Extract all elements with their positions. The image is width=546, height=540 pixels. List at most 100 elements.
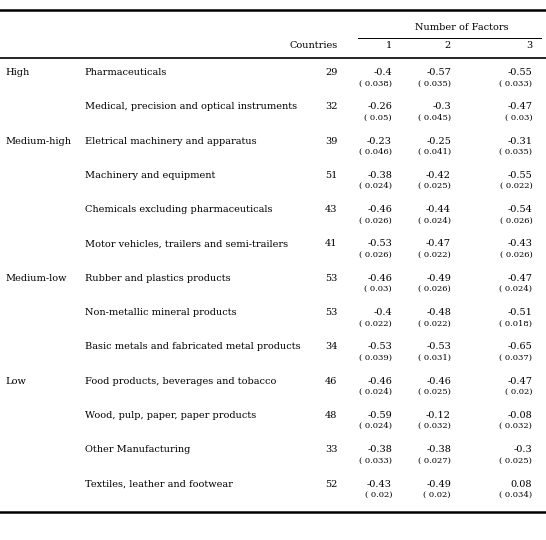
Text: -0.55: -0.55 [508, 171, 532, 180]
Text: ( 0.035): ( 0.035) [418, 79, 451, 87]
Text: ( 0.039): ( 0.039) [359, 354, 392, 362]
Text: -0.46: -0.46 [426, 377, 451, 386]
Text: ( 0.022): ( 0.022) [500, 183, 532, 190]
Text: ( 0.024): ( 0.024) [500, 285, 532, 293]
Text: 34: 34 [325, 342, 337, 352]
Text: -0.47: -0.47 [507, 102, 532, 111]
Text: -0.54: -0.54 [507, 205, 532, 214]
Text: ( 0.024): ( 0.024) [359, 183, 392, 190]
Text: ( 0.026): ( 0.026) [359, 251, 392, 259]
Text: ( 0.032): ( 0.032) [418, 422, 451, 430]
Text: Machinery and equipment: Machinery and equipment [85, 171, 215, 180]
Text: Rubber and plastics products: Rubber and plastics products [85, 274, 230, 283]
Text: -0.08: -0.08 [508, 411, 532, 420]
Text: ( 0.037): ( 0.037) [500, 354, 532, 362]
Text: Non-metallic mineral products: Non-metallic mineral products [85, 308, 236, 317]
Text: Medical, precision and optical instruments: Medical, precision and optical instrumen… [85, 102, 297, 111]
Text: -0.49: -0.49 [426, 274, 451, 283]
Text: -0.12: -0.12 [426, 411, 451, 420]
Text: ( 0.025): ( 0.025) [418, 388, 451, 396]
Text: -0.42: -0.42 [426, 171, 451, 180]
Text: 43: 43 [325, 205, 337, 214]
Text: 53: 53 [325, 308, 337, 317]
Text: ( 0.026): ( 0.026) [418, 285, 451, 293]
Text: -0.46: -0.46 [367, 377, 392, 386]
Text: 52: 52 [325, 480, 337, 489]
Text: ( 0.038): ( 0.038) [359, 79, 392, 87]
Text: Motor vehicles, trailers and semi-trailers: Motor vehicles, trailers and semi-traile… [85, 240, 288, 248]
Text: 1: 1 [386, 41, 392, 50]
Text: -0.38: -0.38 [367, 171, 392, 180]
Text: ( 0.024): ( 0.024) [418, 217, 451, 225]
Text: -0.47: -0.47 [426, 240, 451, 248]
Text: Pharmaceuticals: Pharmaceuticals [85, 68, 167, 77]
Text: -0.51: -0.51 [507, 308, 532, 317]
Text: -0.26: -0.26 [367, 102, 392, 111]
Text: 48: 48 [325, 411, 337, 420]
Text: -0.57: -0.57 [426, 68, 451, 77]
Text: ( 0.05): ( 0.05) [364, 114, 392, 122]
Text: 2: 2 [445, 41, 451, 50]
Text: ( 0.033): ( 0.033) [500, 79, 532, 87]
Text: Low: Low [5, 377, 26, 386]
Text: -0.53: -0.53 [426, 342, 451, 352]
Text: -0.53: -0.53 [367, 342, 392, 352]
Text: -0.23: -0.23 [367, 137, 392, 146]
Text: 29: 29 [325, 68, 337, 77]
Text: Wood, pulp, paper, paper products: Wood, pulp, paper, paper products [85, 411, 256, 420]
Text: -0.65: -0.65 [508, 342, 532, 352]
Text: -0.4: -0.4 [373, 308, 392, 317]
Text: 51: 51 [325, 171, 337, 180]
Text: ( 0.02): ( 0.02) [505, 388, 532, 396]
Text: -0.55: -0.55 [508, 68, 532, 77]
Text: 41: 41 [325, 240, 337, 248]
Text: -0.31: -0.31 [507, 137, 532, 146]
Text: ( 0.03): ( 0.03) [505, 114, 532, 122]
Text: -0.38: -0.38 [426, 445, 451, 454]
Text: ( 0.022): ( 0.022) [359, 320, 392, 327]
Text: Textiles, leather and footwear: Textiles, leather and footwear [85, 480, 233, 489]
Text: ( 0.046): ( 0.046) [359, 148, 392, 156]
Text: ( 0.032): ( 0.032) [500, 422, 532, 430]
Text: ( 0.027): ( 0.027) [418, 457, 451, 464]
Text: -0.25: -0.25 [426, 137, 451, 146]
Text: ( 0.035): ( 0.035) [500, 148, 532, 156]
Text: ( 0.034): ( 0.034) [499, 491, 532, 499]
Text: ( 0.022): ( 0.022) [418, 320, 451, 327]
Text: 0.08: 0.08 [511, 480, 532, 489]
Text: ( 0.022): ( 0.022) [418, 251, 451, 259]
Text: 39: 39 [325, 137, 337, 146]
Text: ( 0.02): ( 0.02) [424, 491, 451, 499]
Text: ( 0.026): ( 0.026) [500, 251, 532, 259]
Text: Other Manufacturing: Other Manufacturing [85, 445, 190, 454]
Text: High: High [5, 68, 29, 77]
Text: Medium-low: Medium-low [5, 274, 67, 283]
Text: -0.46: -0.46 [367, 205, 392, 214]
Text: ( 0.045): ( 0.045) [418, 114, 451, 122]
Text: ( 0.024): ( 0.024) [359, 388, 392, 396]
Text: ( 0.026): ( 0.026) [500, 217, 532, 225]
Text: -0.59: -0.59 [367, 411, 392, 420]
Text: -0.47: -0.47 [507, 274, 532, 283]
Text: -0.44: -0.44 [426, 205, 451, 214]
Text: -0.3: -0.3 [514, 445, 532, 454]
Text: ( 0.026): ( 0.026) [359, 217, 392, 225]
Text: ( 0.025): ( 0.025) [500, 457, 532, 464]
Text: ( 0.03): ( 0.03) [364, 285, 392, 293]
Text: 53: 53 [325, 274, 337, 283]
Text: Chemicals excluding pharmaceuticals: Chemicals excluding pharmaceuticals [85, 205, 272, 214]
Text: ( 0.02): ( 0.02) [365, 491, 392, 499]
Text: 3: 3 [526, 41, 532, 50]
Text: -0.38: -0.38 [367, 445, 392, 454]
Text: ( 0.018): ( 0.018) [500, 320, 532, 327]
Text: ( 0.031): ( 0.031) [418, 354, 451, 362]
Text: -0.3: -0.3 [432, 102, 451, 111]
Text: ( 0.025): ( 0.025) [418, 183, 451, 190]
Text: -0.43: -0.43 [507, 240, 532, 248]
Text: -0.43: -0.43 [367, 480, 392, 489]
Text: ( 0.041): ( 0.041) [418, 148, 451, 156]
Text: 32: 32 [325, 102, 337, 111]
Text: Number of Factors: Number of Factors [416, 23, 509, 32]
Text: -0.49: -0.49 [426, 480, 451, 489]
Text: Food products, beverages and tobacco: Food products, beverages and tobacco [85, 377, 276, 386]
